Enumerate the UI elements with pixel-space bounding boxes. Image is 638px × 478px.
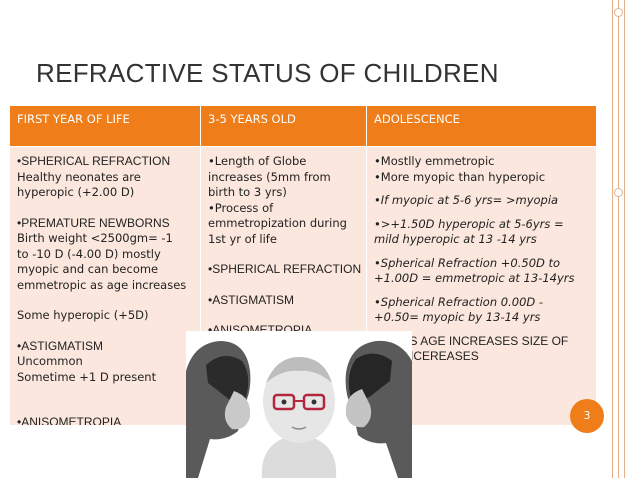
decorative-border-line [624, 0, 625, 478]
cell-text: •Mostlly emmetropic [374, 154, 495, 168]
cell-text: •ASTIGMATISM [17, 338, 103, 353]
decorative-border-line [612, 0, 613, 478]
children-photo [186, 331, 412, 478]
slide-title: REFRACTIVE STATUS OF CHILDREN [36, 58, 499, 88]
cell-text: •ANISOMETROPIA [17, 415, 122, 425]
cell-text: emmetropization during [208, 216, 347, 230]
cell-text: •If myopic at 5-6 yrs= >myopia [374, 193, 559, 207]
cell-text: •>+1.50D hyperopic at 5-6yrs = [374, 216, 564, 231]
decorative-border-line [618, 0, 619, 478]
cell-text: hyperopic (+2.00 D) [17, 185, 135, 199]
cell-text: +1.00D = emmetropic at 13-14yrs [374, 271, 575, 285]
cell-text: Uncommon [17, 354, 83, 368]
cell-text: emmetropic as age increases [17, 277, 187, 292]
cell-text: •PREMATURE NEWBORNS [17, 215, 170, 230]
cell-text: •SPHERICAL REFRACTION [17, 154, 171, 168]
cell-text: mild hyperopic at 13 -14 yrs [374, 232, 537, 246]
cell-first-year: •SPHERICAL REFRACTION Healthy neonates a… [10, 147, 200, 425]
cell-text: 1st yr of life [208, 231, 277, 246]
header-first-year: FIRST YEAR OF LIFE [10, 106, 200, 146]
cell-text: Birth weight <2500gm= -1 [17, 231, 173, 245]
cell-text: •Length of Globe [208, 154, 307, 168]
header-3-5-years: 3-5 YEARS OLD [201, 106, 366, 146]
cell-text: •ASTIGMATISM [208, 292, 294, 307]
cell-text: •More myopic than hyperopic [374, 169, 546, 184]
decorative-circle [614, 8, 623, 17]
cell-text: to -10 D (-4.00 D) mostly [17, 246, 161, 261]
decorative-circle [614, 188, 623, 197]
cell-text: •Spherical Refraction +0.50D to [374, 255, 561, 270]
cell-text: +0.50= myopic by 13-14 yrs [374, 310, 541, 324]
page-number-badge: 3 [570, 399, 604, 433]
cell-text: birth to 3 yrs) [208, 185, 287, 199]
cell-text: Sometime +1 D present [17, 369, 157, 384]
cell-text: increases (5mm from [208, 169, 331, 184]
cell-text: Some hyperopic (+5D) [17, 308, 149, 322]
cell-text: •SPHERICAL REFRACTION [208, 262, 362, 276]
cell-text: Healthy neonates are [17, 169, 141, 184]
cell-text: myopic and can become [17, 262, 159, 276]
cell-text: •Process of [208, 200, 274, 215]
cell-text: •NB- AS AGE INCREASES SIZE OF [374, 333, 569, 348]
header-adolescence: ADOLESCENCE [367, 106, 596, 146]
cell-text: •Spherical Refraction 0.00D - [374, 294, 544, 309]
